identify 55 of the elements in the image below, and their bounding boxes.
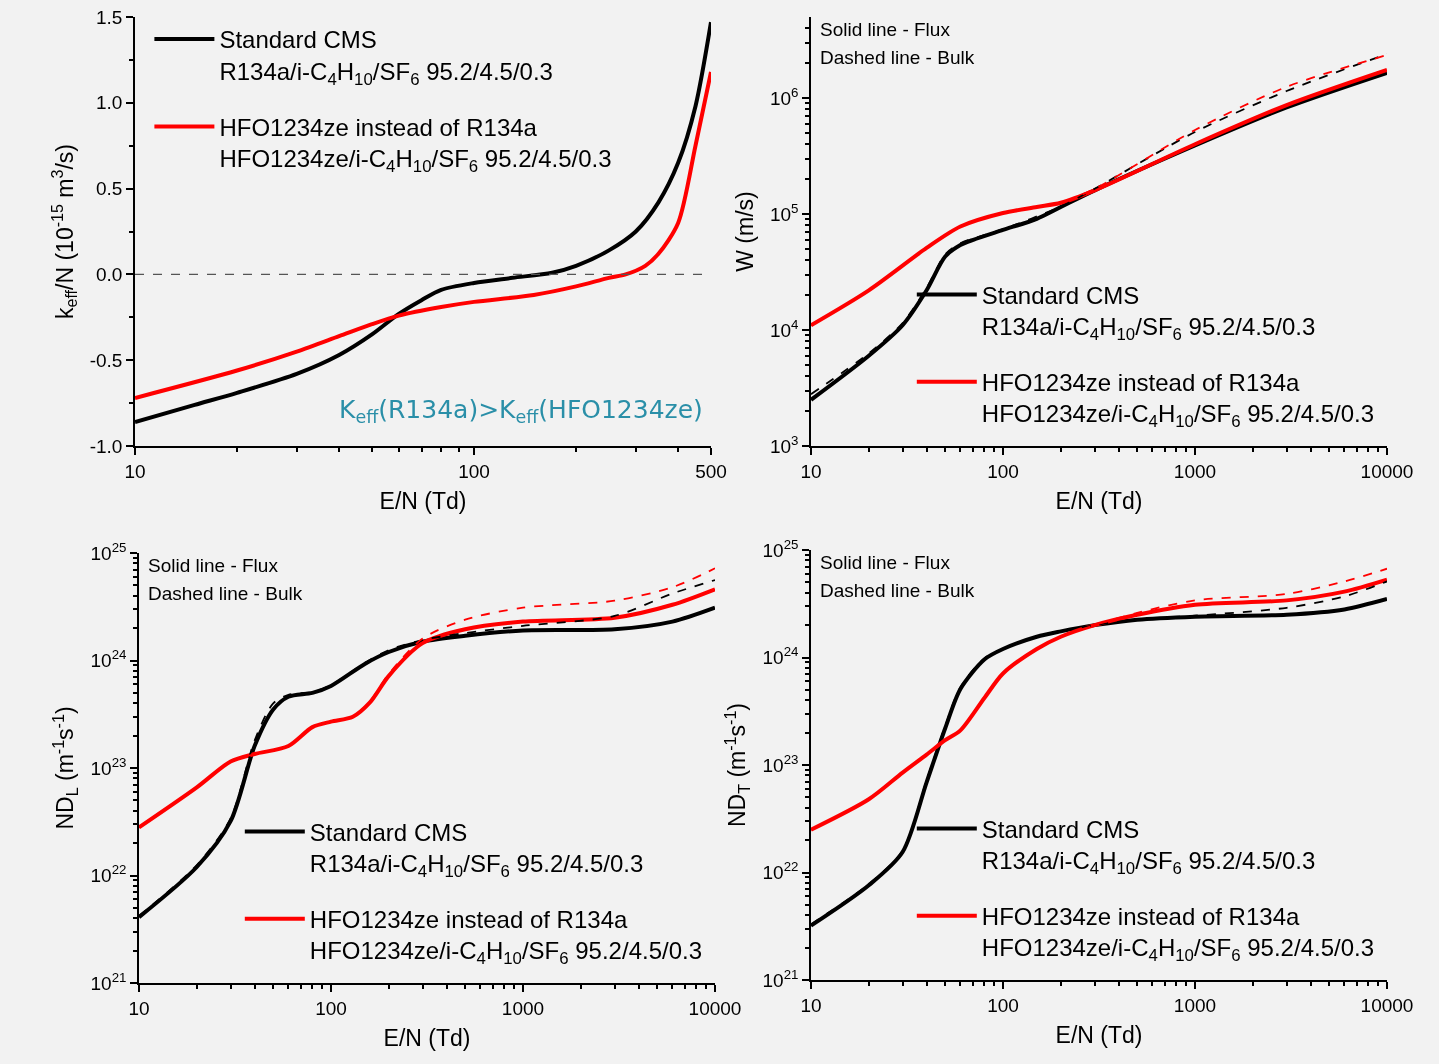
y-tick-label: 1.0 [96, 92, 123, 114]
annotation: Solid line - Flux [148, 555, 279, 576]
x-tick-label: 10 [124, 460, 146, 482]
annotation: Solid line - Flux [820, 552, 951, 573]
y-tick-label: 10$^{23}$ [90, 754, 127, 779]
legend-label: Standard CMS R134a/i-C$_{4}$H$_{10}$/SF$_{6}$ 95.2/4.5/0.3 [219, 26, 553, 89]
x-tick-label: 1000 [1173, 460, 1217, 482]
y-tick-label: 10$^{25}$ [90, 539, 127, 564]
annotation: K$_{eff}$(R134a)>K$_{eff}$(HFO1234ze) [339, 395, 703, 428]
y-tick-label: 10$^{21}$ [762, 966, 799, 991]
legend-label: HFO1234ze instead of R134a HFO1234ze/i-C$_{4}$H$_{10}$/SF$_{6}$ 95.2/4.5/0.3 [981, 903, 1375, 966]
y-tick-label: 10$^{4}$ [769, 316, 799, 341]
x-tick-label: 100 [987, 994, 1019, 1016]
y-tick-label: 10$^{25}$ [762, 536, 799, 561]
y-tick-label: 10$^{22}$ [762, 859, 799, 884]
y-tick-label: 10$^{24}$ [762, 644, 799, 669]
y-tick-label: 10$^{6}$ [769, 84, 799, 109]
x-axis-title: E/N (Td) [379, 487, 467, 514]
y-tick-label: -0.5 [89, 349, 123, 371]
legend-label: HFO1234ze instead of R134a HFO1234ze/i-C$_{4}$H$_{10}$/SF$_{6}$ 95.2/4.5/0.3 [981, 369, 1375, 432]
annotation: Dashed line - Bulk [820, 580, 975, 601]
x-tick-label: 10000 [1360, 460, 1414, 482]
x-tick-label: 10000 [688, 997, 742, 1019]
x-axis-title: E/N (Td) [1055, 1021, 1143, 1048]
annotation: Solid line - Flux [820, 19, 951, 40]
x-tick-label: 10000 [1360, 994, 1414, 1016]
x-tick-label: 100 [315, 997, 347, 1019]
x-axis-title: E/N (Td) [383, 1024, 471, 1051]
y-tick-label: 10$^{21}$ [90, 969, 127, 994]
x-tick-label: 500 [695, 460, 727, 482]
y-tick-label: 10$^{22}$ [90, 862, 127, 887]
y-tick-label: 1.5 [96, 6, 123, 28]
annotation: Dashed line - Bulk [148, 583, 303, 604]
x-axis-title: E/N (Td) [1055, 487, 1143, 514]
y-tick-label: 10$^{23}$ [762, 751, 799, 776]
legend-label: HFO1234ze instead of R134a HFO1234ze/i-C$_{4}$H$_{10}$/SF$_{6}$ 95.2/4.5/0.3 [219, 113, 612, 177]
y-tick-label: -1.0 [89, 435, 123, 457]
y-axis-title: W (m/s) [731, 191, 758, 272]
legend-label: Standard CMS R134a/i-C$_{4}$H$_{10}$/SF$_{6}$ 95.2/4.5/0.3 [981, 281, 1316, 345]
x-tick-label: 10 [128, 997, 150, 1019]
y-tick-label: 0.0 [96, 264, 123, 286]
legend-label: Standard CMS R134a/i-C$_{4}$H$_{10}$/SF$_{6}$ 95.2/4.5/0.3 [309, 818, 644, 882]
y-tick-label: 10$^{24}$ [90, 647, 127, 672]
y-tick-label: 10$^{5}$ [769, 200, 799, 225]
y-tick-label: 10$^{3}$ [769, 432, 799, 457]
annotation: Dashed line - Bulk [820, 47, 975, 68]
legend-label: Standard CMS R134a/i-C$_{4}$H$_{10}$/SF$_{6}$ 95.2/4.5/0.3 [981, 815, 1316, 879]
x-tick-label: 100 [458, 460, 490, 482]
x-tick-label: 10 [800, 994, 822, 1016]
x-tick-label: 1000 [1173, 994, 1217, 1016]
x-tick-label: 10 [800, 460, 822, 482]
x-tick-label: 1000 [501, 997, 545, 1019]
x-tick-label: 100 [987, 460, 1019, 482]
y-tick-label: 0.5 [96, 178, 123, 200]
legend-label: HFO1234ze instead of R134a HFO1234ze/i-C$_{4}$H$_{10}$/SF$_{6}$ 95.2/4.5/0.3 [309, 906, 703, 969]
